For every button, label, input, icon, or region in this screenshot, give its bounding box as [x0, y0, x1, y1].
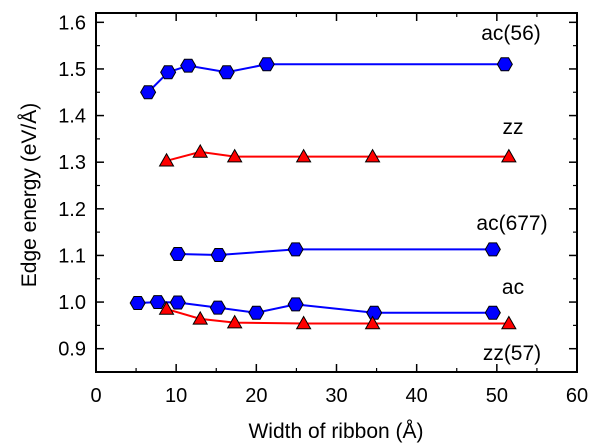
data-point-hexagon	[160, 65, 177, 80]
series-ac677	[169, 242, 501, 262]
series-line-ac677	[177, 248, 493, 256]
data-point-hexagon	[169, 295, 186, 310]
data-point-hexagon	[287, 297, 304, 312]
data-point-triangle	[295, 148, 312, 163]
series-line-ac	[137, 301, 493, 314]
data-point-hexagon	[218, 65, 235, 80]
series-label-ac677: ac(677)	[476, 212, 547, 235]
series-line-zz57	[166, 308, 509, 325]
x-tick-label: 20	[245, 385, 267, 407]
x-tick-label: 10	[165, 385, 187, 407]
data-point-triangle	[226, 148, 243, 163]
y-tick-label: 1.1	[58, 245, 86, 267]
x-tick-label: 30	[325, 385, 347, 407]
series-ac	[129, 295, 501, 320]
data-point-triangle	[364, 315, 381, 330]
series-line-zz	[166, 150, 509, 162]
data-point-triangle	[295, 315, 312, 330]
y-tick-label: 0.9	[58, 339, 86, 361]
data-point-hexagon	[484, 242, 501, 257]
data-point-triangle	[226, 314, 243, 329]
data-point-triangle	[158, 152, 175, 167]
x-tick-label: 50	[486, 385, 508, 407]
x-tick-label: 40	[406, 385, 428, 407]
data-point-triangle	[192, 143, 209, 158]
data-point-hexagon	[248, 305, 265, 320]
x-axis-title: Width of ribbon (Å)	[248, 420, 423, 443]
series-labels: ac(56) zz ac(677) ac zz(57)	[476, 22, 547, 365]
data-point-triangle	[500, 315, 517, 330]
data-point-hexagon	[140, 85, 157, 100]
plot-frame	[95, 12, 578, 373]
data-point-triangle	[364, 148, 381, 163]
data-point-hexagon	[149, 295, 166, 310]
series-zz57	[158, 301, 517, 330]
y-axis-title: Edge energy (eV/Å)	[18, 103, 41, 287]
tick-labels: 0 10 20 30 40 50 60 0.9 1.0 1.1 1.2 1.3 1.4 1.5 1.6	[58, 12, 588, 407]
series-ac56	[140, 57, 513, 100]
data-point-triangle	[500, 148, 517, 163]
y-tick-label: 1.2	[58, 199, 86, 221]
data-point-hexagon	[484, 305, 501, 320]
y-tick-label: 1.5	[58, 59, 86, 81]
series-layer	[129, 57, 517, 330]
data-point-hexagon	[180, 58, 197, 73]
y-tick-label: 1.6	[58, 12, 86, 34]
data-point-hexagon	[210, 247, 227, 262]
data-point-hexagon	[169, 247, 186, 262]
x-tick-label: 60	[566, 385, 588, 407]
data-point-hexagon	[129, 296, 146, 310]
data-point-triangle	[158, 301, 175, 315]
series-label-zz: zz	[503, 116, 524, 139]
y-tick-label: 1.0	[58, 292, 86, 314]
series-label-ac: ac	[502, 276, 524, 299]
series-line-ac56	[147, 63, 505, 93]
data-point-hexagon	[209, 300, 226, 315]
data-point-hexagon	[287, 242, 304, 257]
x-tick-label: 0	[90, 385, 101, 407]
data-point-triangle	[192, 310, 209, 325]
y-tick-label: 1.3	[58, 152, 86, 174]
series-label-zz57: zz(57)	[483, 342, 541, 365]
y-tick-label: 1.4	[58, 106, 86, 128]
data-point-hexagon	[366, 305, 383, 320]
data-point-hexagon	[496, 57, 513, 72]
series-label-ac56: ac(56)	[481, 22, 541, 45]
data-point-hexagon	[258, 57, 275, 72]
series-zz	[158, 143, 517, 167]
